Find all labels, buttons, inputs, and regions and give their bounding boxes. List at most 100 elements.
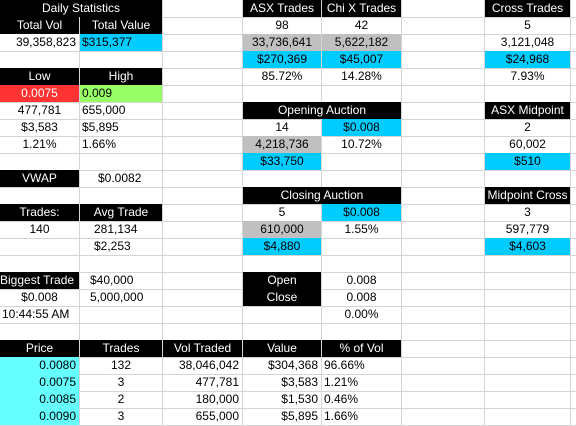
biggest-trade-time[interactable]: 10:44:55 AM [2, 307, 70, 321]
total-vol-label: Total Vol [0, 17, 79, 34]
gridline [79, 0, 80, 426]
chix-trades-count[interactable]: 42 [354, 18, 369, 32]
gridline [0, 170, 576, 171]
biggest-trade-label: Biggest Trade [0, 272, 79, 289]
cross-trades-value[interactable]: $24,968 [485, 51, 570, 68]
asx-midpoint-volume[interactable]: 60,002 [509, 137, 546, 151]
biggest-trade-value[interactable]: $40,000 [90, 273, 134, 287]
close-label: Close [243, 289, 321, 306]
table-cell-trades[interactable]: 3 [117, 409, 125, 423]
midpoint-cross-value[interactable]: $4,603 [485, 238, 570, 255]
low-price[interactable]: 0.0075 [0, 85, 79, 102]
midpoint-cross-trades[interactable]: 3 [524, 205, 531, 219]
pct-of-vol-header: % of Vol [322, 340, 401, 357]
midpoint-cross-title: Midpoint Cross [485, 187, 570, 204]
table-cell-percent[interactable]: 0.46% [324, 392, 359, 406]
table-cell-volume[interactable]: 655,000 [195, 409, 239, 423]
asx-percent[interactable]: 85.72% [261, 69, 303, 83]
total-value-label: Total Value [80, 17, 162, 34]
gridline [0, 255, 576, 256]
open-label: Open [243, 272, 321, 289]
asx-midpoint-value[interactable]: $510 [485, 153, 570, 170]
table-cell-price[interactable]: 0.0090 [0, 408, 79, 425]
cross-trades-percent[interactable]: 7.93% [510, 69, 545, 83]
table-cell-trades[interactable]: 132 [110, 358, 132, 372]
table-cell-value[interactable]: $3,583 [281, 375, 318, 389]
table-cell-trades[interactable]: 2 [117, 392, 125, 406]
closing-auction-price[interactable]: $0.008 [322, 204, 401, 221]
cross-trades-title: Cross Trades [485, 0, 570, 17]
gridline [0, 306, 576, 307]
closing-auction-volume[interactable]: 610,000 [243, 221, 321, 238]
gridline [570, 0, 571, 426]
table-cell-value[interactable]: $1,530 [281, 392, 318, 406]
total-value-value[interactable]: $315,377 [80, 34, 162, 51]
cross-trades-count[interactable]: 5 [524, 18, 531, 32]
asx-value[interactable]: $270,369 [243, 51, 321, 68]
opening-auction-percent[interactable]: 10.72% [341, 137, 382, 151]
table-cell-percent[interactable]: 1.66% [324, 409, 359, 423]
gridline [0, 374, 576, 375]
gridline [0, 17, 576, 18]
asx-trades-label: ASX Trades [243, 0, 321, 17]
chix-percent[interactable]: 14.28% [341, 69, 382, 83]
gridline [0, 68, 576, 69]
gridline [0, 408, 576, 409]
closing-auction-title: Closing Auction [243, 187, 401, 204]
closing-auction-trades[interactable]: 5 [278, 205, 286, 219]
table-cell-price[interactable]: 0.0080 [0, 357, 79, 374]
asx-volume[interactable]: 33,736,641 [243, 34, 321, 51]
table-cell-price[interactable]: 0.0085 [0, 391, 79, 408]
total-vol-value[interactable]: 39,358,823 [0, 34, 79, 51]
table-cell-volume[interactable]: 38,046,042 [178, 358, 239, 372]
high-percent[interactable]: 1.66% [82, 137, 117, 151]
cross-trades-volume[interactable]: 3,121,048 [500, 35, 555, 49]
chix-volume[interactable]: 5,622,182 [322, 34, 401, 51]
table-cell-trades[interactable]: 3 [117, 375, 125, 389]
table-cell-percent[interactable]: 1.21% [324, 375, 359, 389]
opening-auction-value[interactable]: $33,750 [243, 153, 321, 170]
closing-auction-percent[interactable]: 1.55% [344, 222, 379, 236]
value-header: Value [243, 340, 321, 357]
gridline [0, 323, 576, 324]
asx-midpoint-trades[interactable]: 2 [524, 120, 531, 134]
high-volume[interactable]: 655,000 [82, 103, 126, 117]
midpoint-cross-volume[interactable]: 597,779 [505, 222, 550, 236]
avg-trade-volume[interactable]: 281,134 [94, 222, 138, 236]
low-volume[interactable]: 477,781 [17, 103, 62, 117]
gridline [321, 0, 322, 426]
table-cell-volume[interactable]: 477,781 [195, 375, 239, 389]
open-close-change-percent[interactable]: 0.00% [344, 307, 379, 321]
opening-auction-trades[interactable]: 14 [275, 120, 289, 134]
table-cell-value[interactable]: $304,368 [267, 358, 318, 372]
avg-trade-value[interactable]: $2,253 [94, 239, 131, 253]
biggest-trade-volume[interactable]: 5,000,000 [90, 290, 144, 304]
close-value[interactable]: 0.008 [346, 290, 377, 304]
table-cell-value[interactable]: $5,895 [281, 409, 318, 423]
gridline [242, 0, 243, 426]
chix-trades-label: Chi X Trades [322, 0, 401, 17]
opening-auction-volume[interactable]: 4,218,736 [243, 136, 321, 153]
opening-auction-price[interactable]: $0.008 [322, 119, 401, 136]
asx-trades-count[interactable]: 98 [275, 18, 289, 32]
table-cell-percent[interactable]: 96.66% [324, 358, 365, 372]
high-price[interactable]: 0.009 [80, 85, 162, 102]
biggest-trade-price[interactable]: $0.008 [21, 290, 58, 304]
open-value[interactable]: 0.008 [346, 273, 377, 287]
closing-auction-value[interactable]: $4,880 [243, 238, 321, 255]
asx-midpoint-title: ASX Midpoint [485, 102, 570, 119]
high-value[interactable]: $5,895 [82, 120, 119, 134]
daily-statistics-title: Daily Statistics [0, 0, 162, 17]
trades-count[interactable]: 140 [29, 222, 50, 236]
chix-value[interactable]: $45,007 [322, 51, 401, 68]
gridline [0, 119, 576, 120]
table-cell-price[interactable]: 0.0075 [0, 374, 79, 391]
low-value[interactable]: $3,583 [21, 120, 58, 134]
price-header: Price [0, 340, 79, 357]
low-percent[interactable]: 1.21% [22, 137, 57, 151]
vwap-value[interactable]: $0.0082 [98, 171, 142, 185]
table-cell-volume[interactable]: 180,000 [195, 392, 239, 406]
gridline [484, 0, 485, 426]
vwap-label: VWAP [0, 170, 79, 187]
vol-traded-header: Vol Traded [163, 340, 242, 357]
